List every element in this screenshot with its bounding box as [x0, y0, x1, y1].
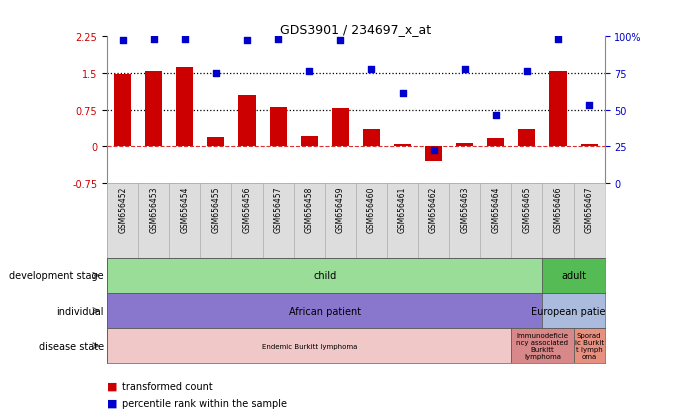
Bar [107, 293, 542, 328]
Bar [332, 109, 349, 147]
Bar [418, 184, 449, 258]
Text: child: child [313, 271, 337, 281]
Text: GSM656452: GSM656452 [118, 186, 127, 232]
Text: Immunodeficie
ncy associated
Burkitt
lymphoma: Immunodeficie ncy associated Burkitt lym… [516, 332, 569, 359]
Bar [580, 145, 598, 147]
Point [303, 68, 314, 75]
Bar [549, 71, 567, 147]
Bar [511, 328, 574, 363]
Bar [231, 184, 263, 258]
Bar [449, 184, 480, 258]
Point [459, 66, 470, 73]
Bar [542, 184, 574, 258]
Text: GSM656466: GSM656466 [553, 186, 562, 233]
Text: GSM656457: GSM656457 [274, 186, 283, 233]
Text: GSM656467: GSM656467 [585, 186, 594, 233]
Point [272, 36, 283, 43]
Bar [200, 184, 231, 258]
Point [242, 37, 253, 44]
Bar [542, 293, 605, 328]
Point [148, 36, 159, 43]
Text: Sporad
ic Burkit
t lymph
oma: Sporad ic Burkit t lymph oma [574, 332, 604, 359]
Text: Endemic Burkitt lymphoma: Endemic Burkitt lymphoma [261, 343, 357, 349]
Bar [301, 136, 318, 147]
Text: GSM656456: GSM656456 [243, 186, 252, 233]
Bar [356, 184, 387, 258]
Text: GSM656454: GSM656454 [180, 186, 189, 233]
Text: GSM656464: GSM656464 [491, 186, 500, 233]
Bar [145, 71, 162, 147]
Bar [107, 328, 511, 363]
Text: GSM656461: GSM656461 [398, 186, 407, 232]
Bar [480, 184, 511, 258]
Bar [176, 68, 193, 147]
Point [334, 37, 346, 44]
Bar [456, 143, 473, 147]
Text: European patient: European patient [531, 306, 616, 316]
Bar [294, 184, 325, 258]
Bar [269, 108, 287, 147]
Text: GSM656453: GSM656453 [149, 186, 158, 233]
Text: GSM656463: GSM656463 [460, 186, 469, 233]
Text: GSM656460: GSM656460 [367, 186, 376, 233]
Point [491, 112, 502, 119]
Text: GSM656458: GSM656458 [305, 186, 314, 232]
Text: GSM656455: GSM656455 [211, 186, 220, 233]
Bar [542, 258, 605, 293]
Bar [107, 184, 138, 258]
Text: GSM656459: GSM656459 [336, 186, 345, 233]
Text: GSM656465: GSM656465 [522, 186, 531, 233]
Bar [138, 184, 169, 258]
Text: ■: ■ [107, 381, 117, 391]
Bar [387, 184, 418, 258]
Bar [574, 184, 605, 258]
Point [552, 36, 563, 43]
Text: GSM656462: GSM656462 [429, 186, 438, 232]
Bar [363, 130, 380, 147]
Text: disease state: disease state [39, 341, 104, 351]
Bar [263, 184, 294, 258]
Point [428, 148, 439, 154]
Bar [518, 130, 536, 147]
Point [583, 102, 594, 109]
Bar [487, 138, 504, 147]
Bar [394, 145, 411, 147]
Point [210, 71, 221, 77]
Text: transformed count: transformed count [122, 381, 213, 391]
Point [117, 37, 129, 44]
Bar [207, 138, 225, 147]
Text: percentile rank within the sample: percentile rank within the sample [122, 398, 287, 408]
Bar [574, 328, 605, 363]
Text: adult: adult [561, 271, 586, 281]
Bar [325, 184, 356, 258]
Text: development stage: development stage [9, 271, 104, 281]
Title: GDS3901 / 234697_x_at: GDS3901 / 234697_x_at [281, 23, 431, 36]
Text: African patient: African patient [289, 306, 361, 316]
Point [521, 68, 532, 75]
Bar [238, 96, 256, 147]
Point [179, 36, 190, 43]
Bar [107, 258, 542, 293]
Bar [511, 184, 542, 258]
Bar [169, 184, 200, 258]
Bar [425, 147, 442, 162]
Point [397, 90, 408, 97]
Text: ■: ■ [107, 398, 117, 408]
Point [366, 66, 377, 73]
Text: individual: individual [56, 306, 104, 316]
Bar [114, 75, 131, 147]
